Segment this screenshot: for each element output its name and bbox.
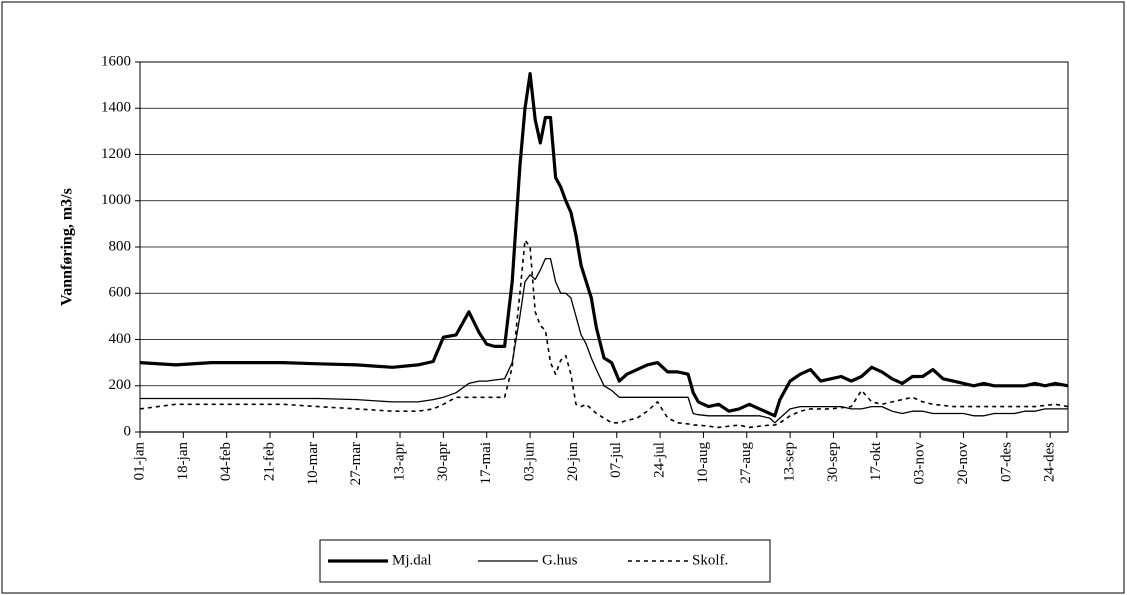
series-line — [139, 239, 1069, 429]
series-line — [139, 72, 1069, 418]
legend-label: Mj.dal — [392, 552, 432, 568]
x-tick-label: 27-mar — [348, 442, 364, 485]
x-tick-label: 18-jan — [175, 442, 191, 481]
x-tick-label: 17-okt — [868, 441, 884, 481]
x-tick-label: 20-jun — [565, 442, 581, 482]
y-tick-label: 1200 — [101, 146, 131, 162]
y-tick-label: 400 — [109, 331, 132, 347]
x-tick-label: 24-jul — [652, 442, 668, 478]
legend-label: G.hus — [542, 552, 578, 568]
x-tick-label: 24-des — [1042, 442, 1058, 482]
y-tick-label: 0 — [124, 423, 132, 439]
x-tick-label: 30-apr — [435, 442, 451, 481]
y-tick-label: 1000 — [101, 192, 131, 208]
y-tick-label: 1600 — [101, 53, 131, 69]
x-tick-label: 10-aug — [695, 442, 711, 484]
y-axis-label: Vannføring, m3/s — [59, 188, 76, 306]
x-tick-label: 30-sep — [825, 442, 841, 482]
x-tick-label: 10-mar — [305, 442, 321, 485]
x-tick-label: 13-apr — [391, 442, 407, 481]
x-tick-label: 01-jan — [131, 442, 147, 481]
x-tick-label: 03-jun — [522, 442, 538, 482]
x-tick-label: 03-nov — [912, 442, 928, 485]
legend-label: Skolf. — [692, 552, 728, 568]
series-line — [140, 257, 1068, 424]
y-tick-label: 600 — [109, 285, 132, 301]
x-tick-label: 20-nov — [955, 442, 971, 485]
x-tick-label: 21-feb — [261, 442, 277, 481]
x-tick-label: 07-jul — [608, 442, 624, 478]
y-tick-label: 200 — [109, 377, 132, 393]
x-tick-label: 17-mai — [478, 442, 494, 485]
x-tick-label: 07-des — [998, 442, 1014, 482]
y-tick-label: 1400 — [101, 100, 131, 116]
y-tick-label: 800 — [109, 238, 132, 254]
legend-box — [319, 539, 771, 583]
x-tick-label: 04-feb — [218, 442, 234, 481]
x-tick-label: 27-aug — [738, 442, 754, 484]
x-tick-label: 13-sep — [782, 442, 798, 482]
